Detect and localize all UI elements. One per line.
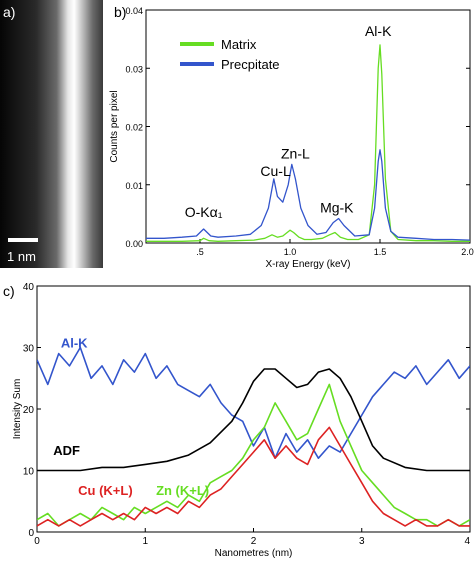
legend-label: Matrix: [221, 37, 257, 52]
scale-bar-label: 1 nm: [7, 249, 36, 264]
series-label: Cu (K+L): [78, 483, 133, 498]
x-tick-label: 1.5: [374, 247, 387, 257]
y-tick-label: 10: [23, 467, 35, 478]
y-tick-label: 0.02: [125, 123, 143, 133]
peak-label: Mg-K: [320, 200, 354, 216]
scale-bar: [8, 238, 38, 242]
x-tick-label: 1.0: [284, 247, 297, 257]
x-axis-label: X-ray Energy (keV): [265, 259, 350, 270]
x-tick-label: .5: [196, 247, 204, 257]
y-tick-label: 0.01: [125, 181, 143, 191]
series-line-adf: [37, 368, 470, 472]
x-tick-label: 2.00: [461, 247, 474, 257]
peak-label: Zn-L: [281, 146, 310, 162]
panel-b-label: b): [114, 4, 126, 20]
y-tick-label: 30: [23, 344, 35, 355]
series-line-matrix: [146, 44, 470, 242]
series-line-precpitate: [146, 149, 470, 241]
series-line-al-k: [37, 346, 470, 460]
y-axis-label: Counts per pixel: [109, 90, 120, 162]
panel-b-spectrum-chart: b) 0.00 0.01 0.02 0.03 0.04 .5 1.0 1.5 2.00 X-ray…: [109, 4, 474, 270]
panel-a: 1 nm a): [0, 0, 103, 268]
x-tick-label: 4: [464, 536, 470, 547]
panel-c-profile-chart: c) 0 10 20 30 40 0 1 2 3 4 Nanometres (nm) Intensit…: [3, 282, 471, 559]
y-tick-label: 20: [23, 405, 35, 416]
x-axis-label: Nanometres (nm): [215, 548, 293, 559]
x-tick-label: 1: [142, 536, 148, 547]
y-tick-label: 0.04: [125, 6, 143, 16]
panel-c-label: c): [3, 283, 15, 299]
series-label: Zn (K+L): [156, 483, 209, 498]
y-tick-label: 0.00: [125, 239, 143, 249]
y-tick-label: 0: [28, 528, 34, 539]
peak-label: Cu-L: [260, 163, 291, 179]
x-tick-label: 3: [359, 536, 365, 547]
y-tick-label: 40: [23, 282, 35, 293]
peak-label: Al-K: [365, 23, 392, 39]
peak-label: O-Kα₁: [185, 204, 223, 220]
series-label: ADF: [53, 443, 80, 458]
x-tick-label: 2: [251, 536, 257, 547]
x-tick-label: 0: [34, 536, 40, 547]
panel-a-label: a): [3, 4, 15, 20]
series-line-cu-k-l: [37, 426, 470, 527]
series-line-zn-k-l: [37, 383, 470, 527]
legend-label: Precpitate: [221, 57, 280, 72]
stem-image: [0, 0, 103, 268]
series-label: Al-K: [61, 336, 88, 351]
y-tick-label: 0.03: [125, 64, 143, 74]
y-axis-label: Intensity Sum: [12, 379, 23, 440]
